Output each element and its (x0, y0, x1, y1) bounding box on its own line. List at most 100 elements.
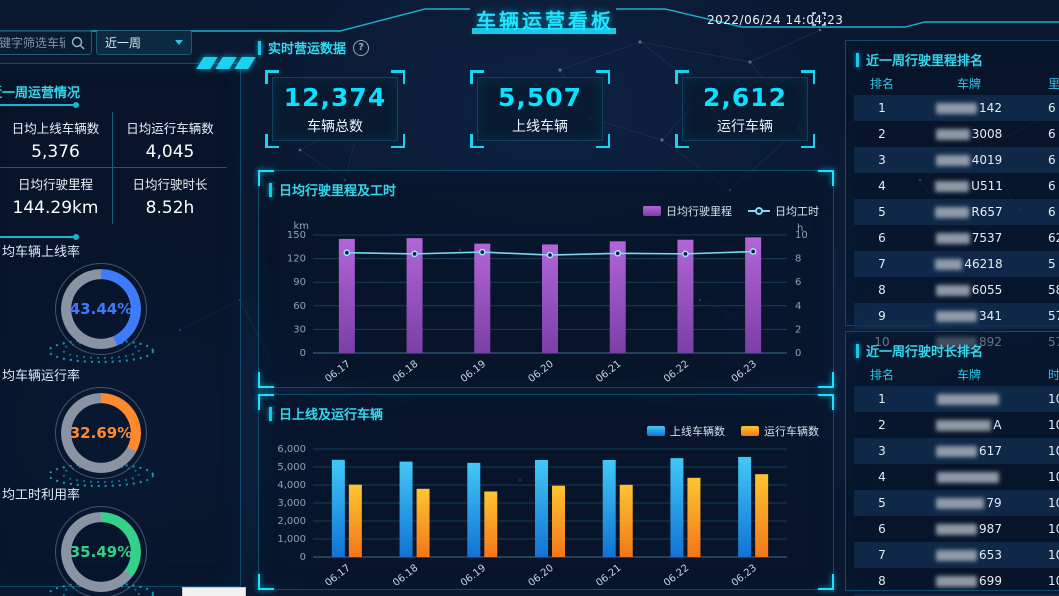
legend-item[interactable]: 运行车辆数 (741, 423, 819, 439)
plate-tail-text: 3008 (971, 127, 1003, 141)
stat-label: 日均上线车辆数 (11, 120, 100, 136)
value-cell: 10 (1048, 444, 1059, 458)
svg-text:06.22: 06.22 (662, 359, 691, 383)
value-cell: 58 (1048, 283, 1059, 297)
plate-tail-text: 7537 (971, 231, 1003, 245)
gauge: 32.69% (48, 387, 154, 487)
duration-ranking-rows: 1 10 2 A 10 3 617 10 4 10 5 79 10 6 987 10 7 653 10 8 699 10 9… (854, 386, 1059, 596)
svg-text:06.22: 06.22 (662, 563, 691, 585)
legend-swatch-bar (643, 206, 661, 216)
plate-tail-text: 46218 (964, 257, 1003, 271)
rank-cell: 5 (878, 496, 886, 510)
value-cell: 10 (1048, 496, 1059, 510)
svg-text:06.19: 06.19 (459, 563, 488, 585)
svg-text:06.21: 06.21 (594, 359, 623, 383)
column-header: 排名 (869, 77, 894, 91)
mileage-ranking-panel: 近一周行驶里程排名 排名车牌里程 114262300863401964U5116… (845, 40, 1059, 349)
plate-cell: 3008 (910, 127, 1028, 141)
plate-redaction-blur (935, 129, 970, 140)
legend-item[interactable]: 日均工时 (748, 203, 819, 219)
realtime-section-title: 实时营运数据 (268, 42, 347, 57)
mileage-hours-chart-panel: 日均行驶里程及工时 日均行驶里程 日均工时 0 0 30 2 60 4 90 6 120 8 150 1… (258, 170, 834, 388)
svg-text:06.23: 06.23 (730, 563, 759, 585)
svg-text:10: 10 (795, 230, 808, 241)
mileage-chart-title-row: 日均行驶里程及工时 (269, 180, 396, 199)
legend-label: 运行车辆数 (764, 425, 819, 438)
svg-text:6: 6 (795, 277, 801, 288)
rank-cell: 1 (878, 101, 886, 115)
stat-label: 日均行驶时长 (132, 177, 208, 192)
svg-text:120: 120 (287, 254, 306, 265)
plate-cell: 341 (910, 309, 1028, 323)
section-divider-decoration (0, 234, 79, 240)
plate-tail-text: U511 (971, 179, 1003, 193)
plate-redaction-blur (937, 472, 999, 483)
svg-text:150: 150 (287, 230, 306, 241)
weekly-operation-panel: 近一周运营情况 日均上线车辆数 5,376 日均运行车辆数 4,045 日均行驶里程 14… (0, 57, 256, 596)
weekly-stats-grid: 日均上线车辆数 5,376 日均运行车辆数 4,045 日均行驶里程 144.29km 日均… (0, 112, 227, 224)
rank-cell: 4 (878, 470, 886, 484)
plate-redaction-blur (936, 446, 978, 457)
stat-value: 8.52h (145, 198, 195, 218)
legend-item[interactable]: 日均行驶里程 (643, 203, 732, 219)
duration-ranking-title: 近一周行驶时长排名 (866, 345, 984, 360)
table-row: 1 10 (854, 386, 1059, 412)
realtime-section-header: 实时营运数据 ? (258, 38, 370, 57)
plate-tail-text: A (993, 418, 1002, 432)
search-input[interactable] (0, 35, 69, 50)
plate-cell: 987 (910, 522, 1028, 536)
section-accent-bar (856, 52, 859, 67)
kpi-value: 2,612 (702, 82, 788, 112)
svg-text:90: 90 (293, 277, 306, 288)
plate-redaction-blur (936, 103, 978, 114)
stat-cell: 日均行驶时长 8.52h (113, 168, 227, 224)
column-header: 排名 (869, 368, 894, 382)
rank-cell: 7 (878, 548, 886, 562)
svg-text:km: km (293, 221, 309, 232)
help-icon[interactable]: ? (353, 39, 370, 56)
value-cell: 10 (1048, 574, 1059, 588)
rank-cell: 3 (878, 444, 886, 458)
svg-text:0: 0 (300, 348, 306, 359)
legend-label: 日均工时 (775, 205, 819, 218)
legend-label: 日均行驶里程 (666, 205, 732, 218)
duration-ranking-panel: 近一周行驶时长排名 排名车牌时长 1102A103617104105791069… (845, 331, 1059, 596)
table-row: 5 R657 6 (854, 199, 1059, 225)
legend-item[interactable]: 上线车辆数 (647, 423, 725, 439)
value-cell: 10 (1048, 548, 1059, 562)
rank-cell: 8 (878, 283, 886, 297)
mileage-chart-title: 日均行驶里程及工时 (279, 184, 397, 199)
plate-redaction-blur (935, 155, 970, 166)
plate-cell: 7537 (910, 231, 1028, 245)
legend-swatch-bar (647, 426, 665, 436)
value-cell: 10 (1048, 392, 1059, 406)
svg-text:0: 0 (300, 552, 306, 563)
value-cell: 10 (1048, 522, 1059, 536)
search-icon[interactable] (69, 34, 87, 52)
value-cell: 5 (1048, 257, 1056, 271)
plate-cell: 4019 (910, 153, 1028, 167)
column-header: 时长 (1048, 368, 1059, 382)
kpi-card-inner: 5,507 上线车辆 (477, 77, 603, 141)
plate-tail-text: 341 (979, 309, 1002, 323)
table-row: 7 46218 5 (854, 251, 1059, 277)
plate-tail-text: R657 (971, 205, 1003, 219)
plate-cell: 617 (910, 444, 1028, 458)
plate-cell: 46218 (910, 257, 1028, 271)
svg-text:3,000: 3,000 (277, 498, 306, 509)
gauge-ring (61, 512, 141, 592)
fullscreen-icon[interactable] (812, 12, 826, 26)
browser-link-preview (182, 587, 246, 596)
kpi-card: 2,612 运行车辆 (675, 70, 815, 148)
time-range-select[interactable]: 近一周 (96, 30, 192, 55)
svg-text:4: 4 (795, 301, 801, 312)
svg-text:0: 0 (795, 348, 801, 359)
plate-redaction-blur (936, 550, 978, 561)
section-accent-bar (269, 182, 272, 197)
duration-ranking-header: 排名 车牌 时长 (854, 366, 1059, 383)
svg-text:06.23: 06.23 (730, 359, 759, 383)
svg-text:h: h (797, 223, 803, 234)
column-header: 里程 (1048, 77, 1059, 91)
title-underline-decoration (0, 102, 79, 108)
value-cell: 10 (1048, 470, 1059, 484)
